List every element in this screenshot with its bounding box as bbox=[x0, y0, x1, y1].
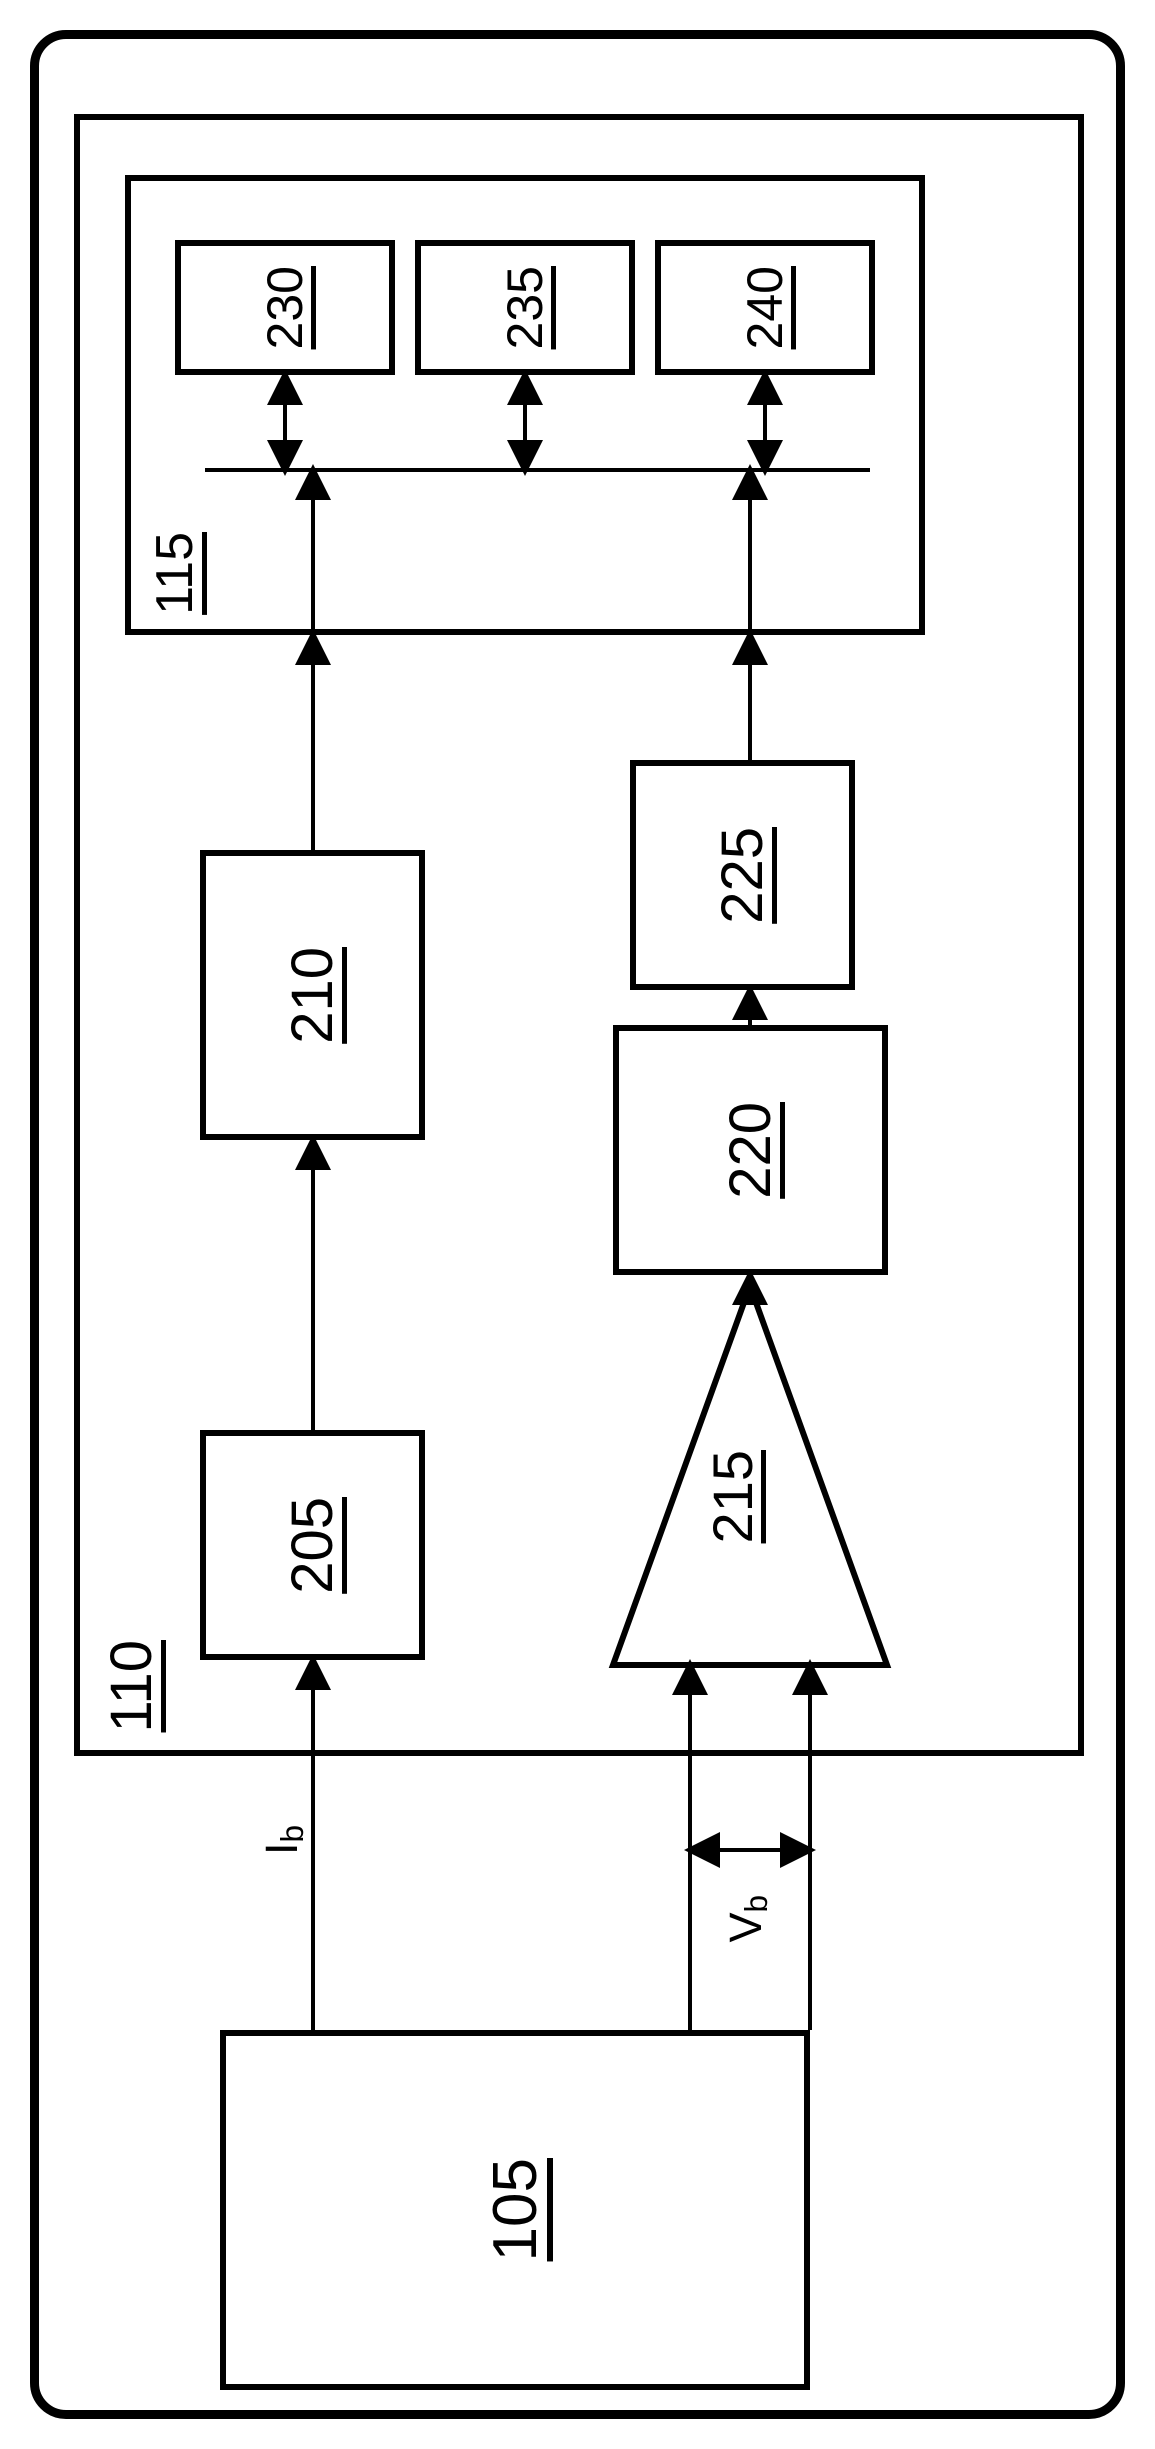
diagram-canvas: 105 110 205 210 220 225 115 230 235 240 … bbox=[0, 0, 1155, 2449]
block-215-triangle bbox=[613, 1286, 887, 1665]
connector-overlay bbox=[0, 0, 1155, 2449]
